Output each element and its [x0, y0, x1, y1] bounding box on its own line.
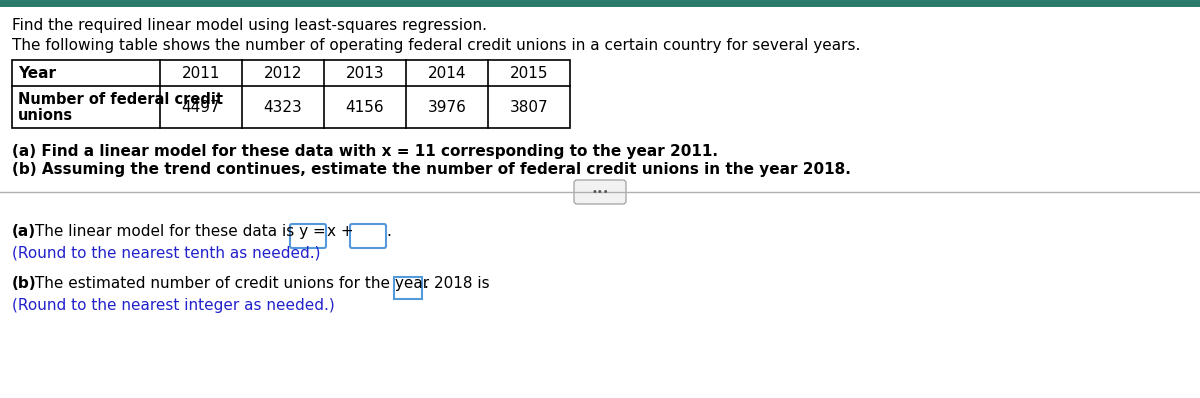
FancyBboxPatch shape: [574, 180, 626, 204]
Bar: [12, 60, 570, 128]
Text: The linear model for these data is y =: The linear model for these data is y =: [30, 224, 331, 239]
Text: The following table shows the number of operating federal credit unions in a cer: The following table shows the number of …: [12, 38, 860, 53]
Text: The estimated number of credit unions for the year 2018 is: The estimated number of credit unions fo…: [30, 276, 494, 291]
Text: .: .: [386, 224, 391, 239]
Text: unions: unions: [18, 109, 73, 123]
Text: 2015: 2015: [510, 66, 548, 80]
Text: (a): (a): [12, 224, 36, 239]
Text: (b) Assuming the trend continues, estimate the number of federal credit unions i: (b) Assuming the trend continues, estima…: [12, 162, 851, 177]
Text: 4323: 4323: [264, 100, 302, 115]
FancyBboxPatch shape: [290, 224, 326, 248]
Text: x +: x +: [326, 224, 359, 239]
Text: 2013: 2013: [346, 66, 384, 80]
Text: Find the required linear model using least-squares regression.: Find the required linear model using lea…: [12, 18, 487, 33]
Text: 2014: 2014: [427, 66, 467, 80]
Text: (Round to the nearest tenth as needed.): (Round to the nearest tenth as needed.): [12, 246, 320, 261]
Text: .: .: [424, 276, 428, 291]
Text: •••: •••: [592, 187, 608, 197]
Text: 4497: 4497: [181, 100, 221, 115]
Text: (a) Find a linear model for these data with x = 11 corresponding to the year 201: (a) Find a linear model for these data w…: [12, 144, 718, 159]
Text: 2012: 2012: [264, 66, 302, 80]
Text: 3976: 3976: [427, 100, 467, 115]
Text: 3807: 3807: [510, 100, 548, 115]
FancyBboxPatch shape: [394, 277, 422, 299]
Text: (Round to the nearest integer as needed.): (Round to the nearest integer as needed.…: [12, 298, 335, 313]
FancyBboxPatch shape: [350, 224, 386, 248]
Text: 2011: 2011: [181, 66, 221, 80]
Text: (b): (b): [12, 276, 37, 291]
Text: Number of federal credit: Number of federal credit: [18, 92, 223, 107]
Text: 4156: 4156: [346, 100, 384, 115]
Text: Year: Year: [18, 66, 56, 80]
